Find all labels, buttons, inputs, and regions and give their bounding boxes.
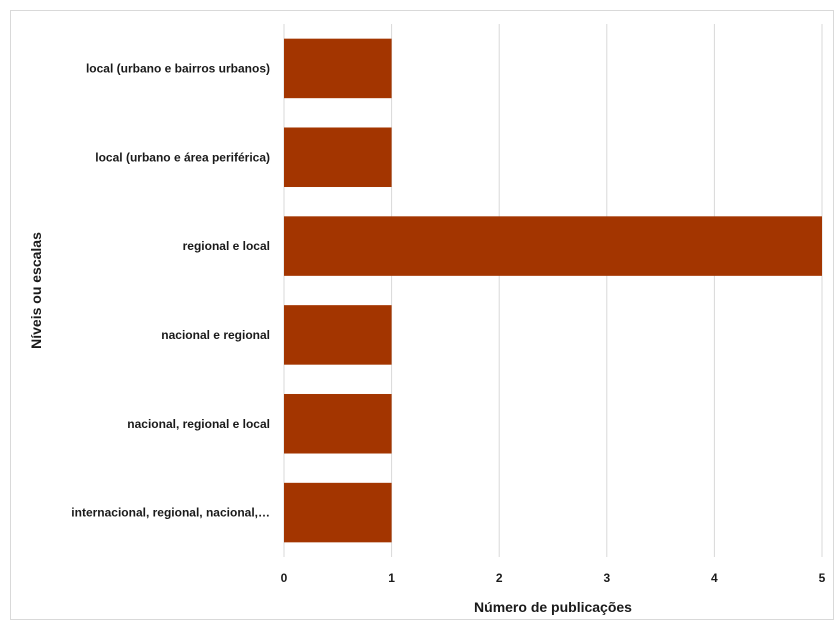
gridlines (283, 24, 823, 557)
category-label: nacional, regional e local (127, 417, 270, 431)
x-tick-label: 1 (388, 571, 395, 585)
bar (284, 482, 392, 543)
bar (284, 127, 392, 188)
x-tick-label: 4 (711, 571, 718, 585)
x-tick-label: 0 (281, 571, 288, 585)
bar (284, 393, 392, 454)
x-tick-label: 3 (603, 571, 610, 585)
x-tick-labels: 0 1 2 3 4 5 (281, 571, 826, 585)
bar (284, 38, 392, 99)
category-label: regional e local (183, 239, 270, 253)
chart-frame (10, 10, 834, 620)
category-label: local (urbano e área periférica) (95, 150, 270, 164)
category-labels: local (urbano e bairros urbanos) local (u… (71, 61, 270, 519)
x-axis-title: Número de publicações (474, 599, 632, 615)
bar (284, 216, 822, 276)
y-axis-title: Níveis ou escalas (28, 232, 44, 349)
bars (284, 38, 822, 543)
category-label: internacional, regional, nacional,… (71, 506, 270, 520)
x-tick-label: 5 (819, 571, 826, 585)
bar (284, 305, 392, 365)
category-label: local (urbano e bairros urbanos) (86, 61, 270, 75)
x-tick-label: 2 (496, 571, 503, 585)
category-label: nacional e regional (161, 328, 270, 342)
